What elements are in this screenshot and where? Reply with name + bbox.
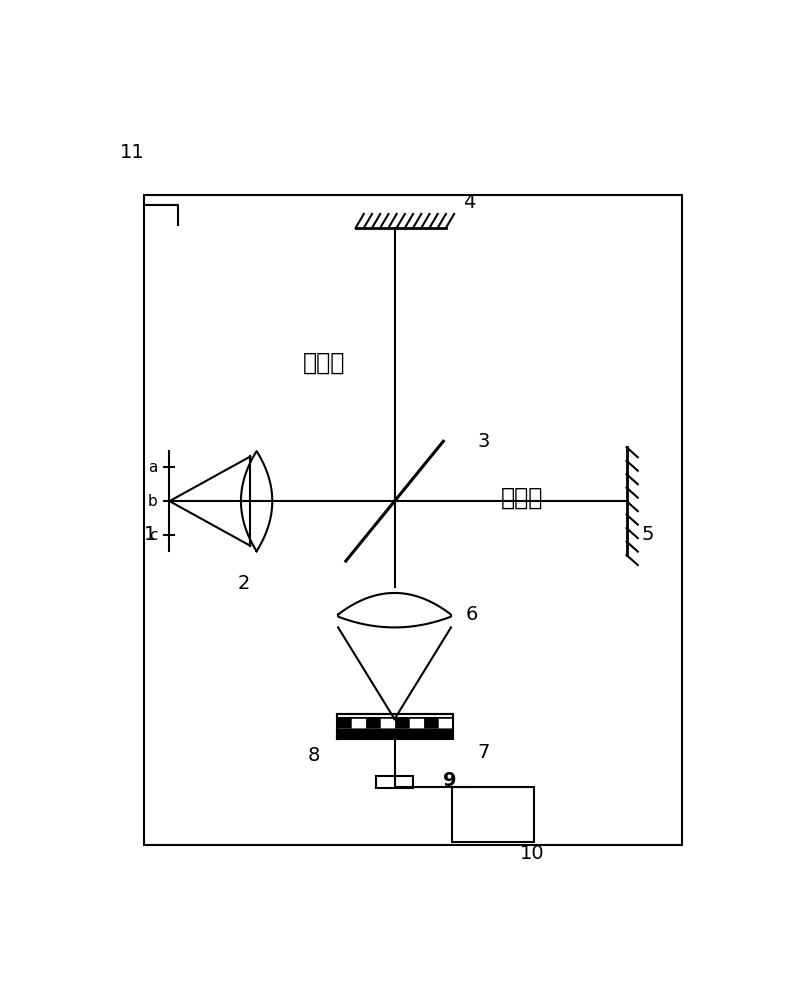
Bar (351, 718, 366, 728)
Bar (395, 718, 409, 728)
Text: 9: 9 (443, 771, 456, 790)
Bar (366, 718, 380, 728)
Text: 参考臂: 参考臂 (303, 351, 345, 375)
Text: 11: 11 (120, 143, 145, 162)
Text: 4: 4 (464, 193, 476, 212)
Text: 5: 5 (642, 525, 654, 544)
Text: 10: 10 (520, 844, 544, 863)
Text: 6: 6 (466, 605, 478, 624)
Text: 1: 1 (144, 525, 156, 544)
Text: a: a (148, 460, 158, 475)
Text: 7: 7 (477, 743, 489, 762)
Bar (337, 730, 452, 739)
Text: c: c (149, 528, 158, 543)
Text: b: b (148, 494, 158, 509)
Text: 2: 2 (238, 574, 250, 593)
Bar (424, 718, 438, 728)
Bar (144, 195, 682, 845)
Bar (380, 718, 395, 728)
Bar (376, 776, 413, 788)
Bar (452, 787, 534, 842)
Bar (337, 714, 452, 718)
Text: 测试臂: 测试臂 (502, 485, 544, 509)
Bar (409, 718, 424, 728)
Text: 3: 3 (477, 432, 489, 451)
Bar (438, 718, 452, 728)
Bar (337, 718, 351, 728)
Text: 8: 8 (308, 746, 320, 765)
